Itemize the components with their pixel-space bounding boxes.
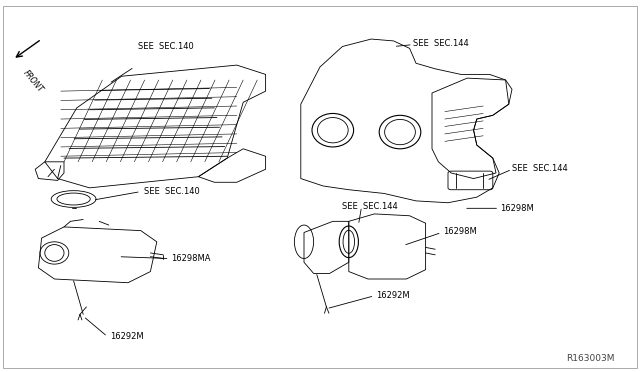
Text: SEE  SEC.140: SEE SEC.140 — [144, 187, 200, 196]
Text: 16292M: 16292M — [110, 332, 144, 341]
Text: SEE  SEC.144: SEE SEC.144 — [342, 202, 398, 211]
Text: SEE  SEC.144: SEE SEC.144 — [413, 39, 468, 48]
Text: SEE  SEC.140: SEE SEC.140 — [138, 42, 193, 51]
Text: 16298M: 16298M — [500, 204, 534, 213]
Text: 16298M: 16298M — [444, 227, 477, 236]
Text: FRONT: FRONT — [22, 69, 45, 95]
Text: 16298MA: 16298MA — [172, 254, 211, 263]
Text: SEE  SEC.144: SEE SEC.144 — [512, 164, 568, 173]
Text: R163003M: R163003M — [566, 355, 614, 363]
Text: 16292M: 16292M — [376, 291, 410, 300]
